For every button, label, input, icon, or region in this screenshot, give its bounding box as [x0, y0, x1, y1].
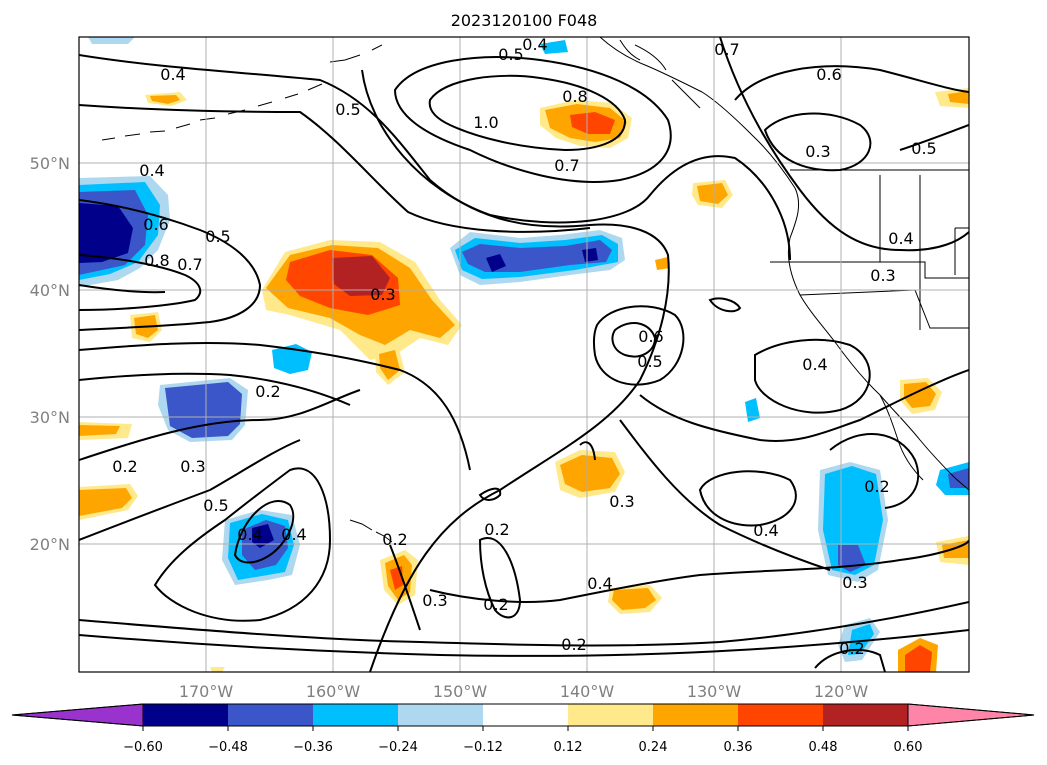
contour-label: 0.6 [816, 65, 841, 84]
contour-label: 0.3 [805, 142, 830, 161]
contour-label: 1.0 [473, 113, 498, 132]
contour-label: 0.5 [637, 352, 662, 371]
map-title: 2023120100 F048 [451, 11, 598, 30]
colorbar-tick-label: 0.12 [554, 740, 583, 755]
contour-label: 0.3 [180, 457, 205, 476]
contour-label: 0.4 [522, 35, 547, 54]
contour-label: 0.5 [498, 45, 523, 64]
contour-label: 0.4 [888, 229, 913, 248]
colorbar-segment [653, 704, 738, 726]
contour-label: 0.7 [177, 255, 202, 274]
contour-label: 0.2 [483, 595, 508, 614]
contour-label: 0.2 [382, 530, 407, 549]
colorbar-ticks: −0.60 −0.48 −0.36 −0.24 −0.12 0.12 0.24 0.36 0.4… [123, 726, 922, 755]
latitude-labels: 50°N 40°N 30°N 20°N [30, 154, 70, 554]
colorbar-tick-label: −0.36 [293, 740, 333, 755]
colorbar-tick-label: −0.24 [378, 740, 418, 755]
lat-label-40n: 40°N [30, 281, 70, 300]
colorbar-segment [313, 704, 398, 726]
lon-label-150w: 150°W [433, 682, 488, 701]
colorbar-tick-label: −0.12 [463, 740, 503, 755]
contour-label: 0.3 [370, 285, 395, 304]
contour-label: 0.4 [160, 65, 185, 84]
graticule [79, 37, 969, 672]
lon-label-160w: 160°W [306, 682, 361, 701]
contour-label: 0.4 [139, 161, 164, 180]
colorbar-tick-label: 0.24 [639, 740, 668, 755]
map-frame [78, 36, 970, 673]
contour-label: 0.5 [203, 496, 228, 515]
contour-label: 0.3 [422, 591, 447, 610]
colorbar-segment [738, 704, 823, 726]
map-area: 0.4 0.5 0.4 0.7 0.6 0.5 0.8 1.0 0.7 0.3 … [79, 35, 969, 672]
contour-label: 0.2 [561, 635, 586, 654]
lat-label-50n: 50°N [30, 154, 70, 173]
colorbar-segment [398, 704, 483, 726]
contour-label: 0.2 [839, 639, 864, 658]
lon-label-140w: 140°W [560, 682, 615, 701]
contour-label: 0.7 [554, 156, 579, 175]
contour-label: 0.2 [112, 457, 137, 476]
lon-label-170w: 170°W [179, 682, 234, 701]
colorbar-tick-label: 0.48 [809, 740, 838, 755]
contour-label: 0.3 [870, 266, 895, 285]
lon-label-130w: 130°W [687, 682, 742, 701]
contour-label: 0.5 [205, 227, 230, 246]
contour-label: 0.3 [609, 492, 634, 511]
colorbar-segment [228, 704, 313, 726]
contour-label: 0.6 [638, 327, 663, 346]
colorbar [11, 703, 1035, 727]
contour-label: 0.5 [911, 139, 936, 158]
colorbar-tick-label: 0.60 [894, 740, 923, 755]
contour-label: 0.2 [864, 477, 889, 496]
contour-label: 0.7 [714, 40, 739, 59]
contour-label: 0.4 [753, 521, 778, 540]
contour-label: 0.2 [484, 520, 509, 539]
colorbar-extend-high [907, 703, 1035, 727]
contour-label: 0.4 [587, 574, 612, 593]
colorbar-tick-label: −0.48 [208, 740, 248, 755]
coastlines [101, 37, 969, 543]
contour-lines [79, 37, 969, 672]
anomaly-shading [79, 37, 969, 672]
colorbar-segment [568, 704, 653, 726]
colorbar-tick-label: 0.36 [724, 740, 753, 755]
colorbar-segment [823, 704, 908, 726]
lon-label-120w: 120°W [814, 682, 869, 701]
contour-label: 0.6 [143, 215, 168, 234]
longitude-labels: 170°W 160°W 150°W 140°W 130°W 120°W [179, 682, 869, 701]
contour-label: 0.2 [255, 382, 280, 401]
contour-label: 0.8 [144, 251, 169, 270]
colorbar-segment [143, 704, 228, 726]
contour-label: 0.8 [562, 87, 587, 106]
contour-label: 0.3 [842, 573, 867, 592]
contour-label: 0.5 [335, 100, 360, 119]
colorbar-segment [483, 704, 568, 726]
contour-label: 0.4 [237, 525, 262, 544]
contour-labels: 0.4 0.5 0.4 0.7 0.6 0.5 0.8 1.0 0.7 0.3 … [112, 35, 936, 658]
lat-label-30n: 30°N [30, 408, 70, 427]
colorbar-extend-low [11, 703, 144, 727]
colorbar-tick-label: −0.60 [123, 740, 163, 755]
contour-label: 0.4 [281, 525, 306, 544]
contour-label: 0.4 [802, 355, 827, 374]
lat-label-20n: 20°N [30, 535, 70, 554]
